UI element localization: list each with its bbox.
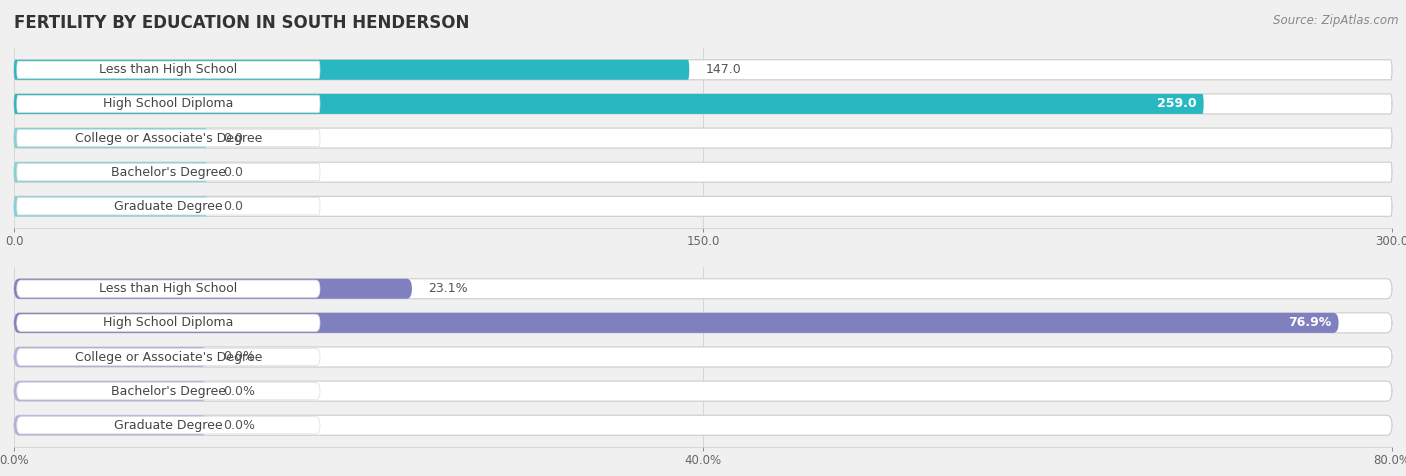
Text: Less than High School: Less than High School [100,63,238,76]
Text: 0.0: 0.0 [224,131,243,145]
FancyBboxPatch shape [17,383,321,400]
FancyBboxPatch shape [14,381,207,401]
Text: College or Associate's Degree: College or Associate's Degree [75,131,262,145]
FancyBboxPatch shape [14,162,207,182]
FancyBboxPatch shape [14,313,1339,333]
FancyBboxPatch shape [14,279,1392,299]
Text: Graduate Degree: Graduate Degree [114,419,222,432]
Text: 23.1%: 23.1% [429,282,468,295]
FancyBboxPatch shape [14,162,1392,182]
FancyBboxPatch shape [14,347,1392,367]
FancyBboxPatch shape [14,415,207,435]
FancyBboxPatch shape [17,198,321,215]
FancyBboxPatch shape [14,94,1204,114]
FancyBboxPatch shape [17,280,321,298]
Text: Graduate Degree: Graduate Degree [114,200,222,213]
Text: 0.0%: 0.0% [224,385,256,397]
FancyBboxPatch shape [17,314,321,331]
Text: 0.0%: 0.0% [224,350,256,364]
FancyBboxPatch shape [14,94,1392,114]
Text: FERTILITY BY EDUCATION IN SOUTH HENDERSON: FERTILITY BY EDUCATION IN SOUTH HENDERSO… [14,14,470,32]
Text: 147.0: 147.0 [706,63,741,76]
Text: High School Diploma: High School Diploma [103,98,233,110]
Text: 0.0: 0.0 [224,166,243,178]
Text: 0.0%: 0.0% [224,419,256,432]
FancyBboxPatch shape [17,61,321,79]
FancyBboxPatch shape [14,196,1392,216]
FancyBboxPatch shape [14,196,207,216]
FancyBboxPatch shape [17,129,321,147]
Text: Bachelor's Degree: Bachelor's Degree [111,385,226,397]
Text: Bachelor's Degree: Bachelor's Degree [111,166,226,178]
FancyBboxPatch shape [14,381,1392,401]
FancyBboxPatch shape [14,60,689,80]
Text: High School Diploma: High School Diploma [103,317,233,329]
FancyBboxPatch shape [14,347,207,367]
FancyBboxPatch shape [14,313,1392,333]
Text: Less than High School: Less than High School [100,282,238,295]
Text: College or Associate's Degree: College or Associate's Degree [75,350,262,364]
FancyBboxPatch shape [14,128,1392,148]
FancyBboxPatch shape [14,279,412,299]
FancyBboxPatch shape [14,60,1392,80]
FancyBboxPatch shape [17,164,321,181]
FancyBboxPatch shape [17,348,321,366]
Text: 259.0: 259.0 [1157,98,1197,110]
Text: Source: ZipAtlas.com: Source: ZipAtlas.com [1274,14,1399,27]
Text: 0.0: 0.0 [224,200,243,213]
FancyBboxPatch shape [17,416,321,434]
FancyBboxPatch shape [14,128,207,148]
FancyBboxPatch shape [17,95,321,112]
FancyBboxPatch shape [14,415,1392,435]
Text: 76.9%: 76.9% [1288,317,1331,329]
